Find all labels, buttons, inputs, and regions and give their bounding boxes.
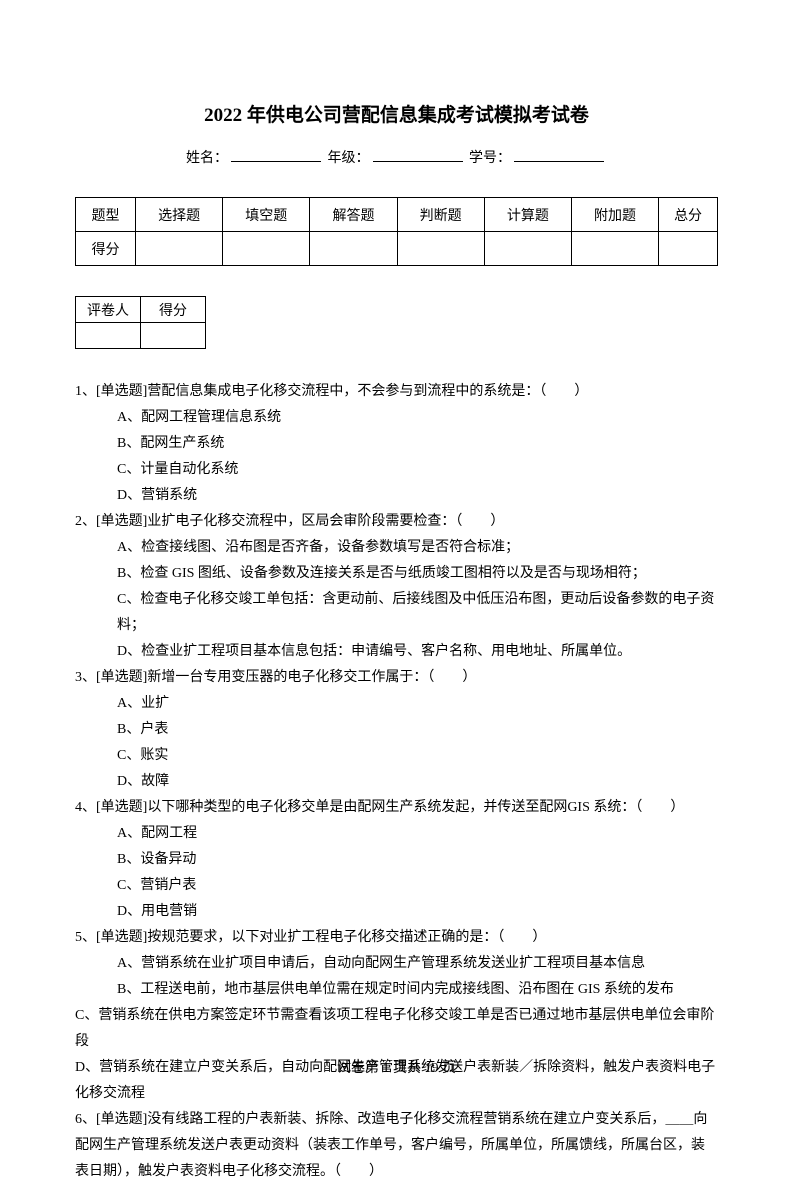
option-d: D、用电营销: [75, 899, 718, 925]
option-b: B、工程送电前，地市基层供电单位需在规定时间内完成接线图、沿布图在 GIS 系统…: [75, 977, 718, 1003]
option-b: B、配网生产系统: [75, 431, 718, 457]
table-row: 得分: [76, 232, 718, 266]
question-stem: 6、[单选题]没有线路工程的户表新装、拆除、改造电子化移交流程营销系统在建立户变…: [75, 1107, 718, 1185]
cell: 得分: [76, 232, 136, 266]
cell: [223, 232, 310, 266]
cell: 附加题: [571, 198, 658, 232]
cell: 填空题: [223, 198, 310, 232]
cell: 得分: [141, 297, 206, 323]
question-stem: 3、[单选题]新增一台专用变压器的电子化移交工作属于：（ ）: [75, 665, 718, 691]
option-c: C、计量自动化系统: [75, 457, 718, 483]
question-stem: 5、[单选题]按规范要求，以下对业扩工程电子化移交描述正确的是：（ ）: [75, 925, 718, 951]
option-d: D、营销系统: [75, 483, 718, 509]
option-b: B、检查 GIS 图纸、设备参数及连接关系是否与纸质竣工图相符以及是否与现场相符…: [75, 561, 718, 587]
table-row: [76, 323, 206, 349]
option-b: B、设备异动: [75, 847, 718, 873]
option-a: A、业扩: [75, 691, 718, 717]
grade-blank[interactable]: [373, 161, 463, 162]
question-stem: 2、[单选题]业扩电子化移交流程中，区局会审阶段需要检查：（ ）: [75, 509, 718, 535]
name-label: 姓名：: [186, 151, 228, 166]
score-table: 题型 选择题 填空题 解答题 判断题 计算题 附加题 总分 得分: [75, 197, 718, 266]
option-a: A、配网工程管理信息系统: [75, 405, 718, 431]
exam-title: 2022 年供电公司营配信息集成考试模拟考试卷: [75, 100, 718, 127]
cell: [76, 323, 141, 349]
option-d: D、检查业扩工程项目基本信息包括：申请编号、客户名称、用电地址、所属单位。: [75, 639, 718, 665]
grade-label: 年级：: [328, 151, 370, 166]
cell: 题型: [76, 198, 136, 232]
cell: 计算题: [484, 198, 571, 232]
cell: 判断题: [397, 198, 484, 232]
cell: [310, 232, 397, 266]
table-row: 题型 选择题 填空题 解答题 判断题 计算题 附加题 总分: [76, 198, 718, 232]
cell: 解答题: [310, 198, 397, 232]
question-stem: 1、[单选题]营配信息集成电子化移交流程中，不会参与到流程中的系统是：（ ）: [75, 379, 718, 405]
cell: [397, 232, 484, 266]
option-c: C、营销系统在供电方案签定环节需查看该项工程电子化移交竣工单是否已通过地市基层供…: [75, 1003, 718, 1055]
cell: 总分: [659, 198, 718, 232]
id-blank[interactable]: [514, 161, 604, 162]
question-stem: 4、[单选题]以下哪种类型的电子化移交单是由配网生产系统发起，并传送至配网GIS…: [75, 795, 718, 821]
option-a: A、配网工程: [75, 821, 718, 847]
student-info-line: 姓名： 年级： 学号：: [75, 147, 718, 167]
cell: [484, 232, 571, 266]
name-blank[interactable]: [231, 161, 321, 162]
id-label: 学号：: [469, 151, 511, 166]
option-c: C、账实: [75, 743, 718, 769]
cell: [571, 232, 658, 266]
grader-table: 评卷人 得分: [75, 296, 206, 349]
option-c: C、检查电子化移交竣工单包括：含更动前、后接线图及中低压沿布图，更动后设备参数的…: [75, 587, 718, 639]
cell: [141, 323, 206, 349]
option-b: B、户表: [75, 717, 718, 743]
option-a: A、检查接线图、沿布图是否齐备，设备参数填写是否符合标准；: [75, 535, 718, 561]
cell: [136, 232, 223, 266]
table-row: 评卷人 得分: [76, 297, 206, 323]
cell: 选择题: [136, 198, 223, 232]
cell: [659, 232, 718, 266]
page-footer: 试卷第 1 页共 19 页: [0, 1057, 793, 1077]
cell: 评卷人: [76, 297, 141, 323]
option-c: C、营销户表: [75, 873, 718, 899]
option-a: A、营销系统在业扩项目申请后，自动向配网生产管理系统发送业扩工程项目基本信息: [75, 951, 718, 977]
option-d: D、故障: [75, 769, 718, 795]
